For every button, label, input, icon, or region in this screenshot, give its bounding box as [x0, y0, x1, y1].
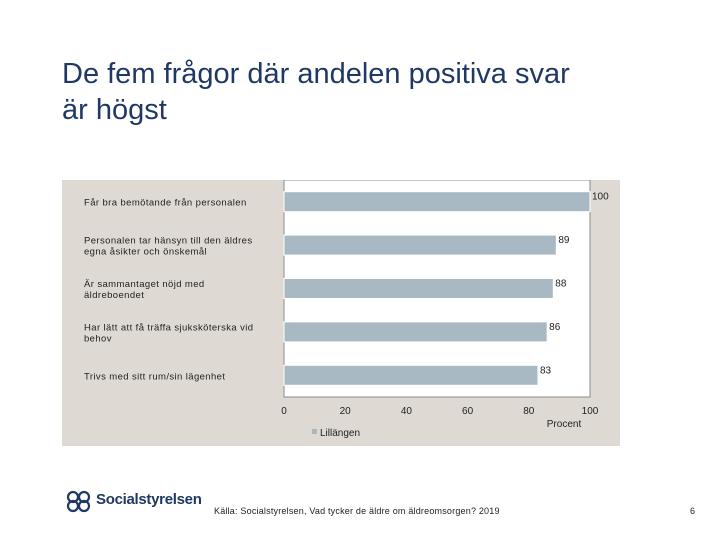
data-label-2: 89	[558, 235, 570, 246]
bar-5	[283, 364, 539, 386]
x-tick-label-2: 20	[340, 406, 352, 417]
bar-2	[283, 234, 557, 256]
page-number: 6	[690, 506, 696, 516]
legend-label: Lillängen	[320, 428, 360, 439]
data-label-5: 83	[540, 365, 552, 376]
bar-1	[283, 191, 591, 213]
logo-emblem-icon	[66, 490, 91, 513]
x-tick-label-3: 40	[401, 406, 413, 417]
socialstyrelsen-logo: Socialstyrelsen	[66, 488, 202, 514]
category-label-2-line-2: egna åsikter och önskemål	[84, 247, 207, 258]
x-tick-label-5: 80	[523, 406, 535, 417]
bar-chart: 100 Får bra bemötande från personalen 89 Pe…	[84, 180, 609, 439]
category-label-3-line-1: Är sammantaget nöjd med	[84, 279, 205, 290]
bar-4	[283, 321, 548, 343]
legend-swatch	[312, 429, 317, 434]
category-label-5-line-1: Trivs med sitt rum/sin lägenhet	[84, 371, 225, 382]
bar-3	[283, 278, 554, 299]
x-tick-label-4: 60	[462, 406, 474, 417]
slide-title: De fem frågor där andelen positiva svar …	[62, 56, 702, 128]
source-note: Källa: Socialstyrelsen, Vad tycker de äl…	[214, 506, 500, 516]
data-label-1: 100	[592, 192, 609, 203]
x-tick-label-6: 100	[582, 406, 599, 417]
slide-title-line-2: är högst	[62, 94, 167, 126]
x-axis-label: Procent	[547, 419, 582, 430]
category-label-1-line-1: Får bra bemötande från personalen	[84, 198, 247, 209]
category-label-4-line-2: behov	[84, 333, 112, 344]
x-tick-label-1: 0	[281, 406, 287, 417]
logo-text: Socialstyrelsen	[96, 491, 202, 508]
data-label-4: 86	[549, 322, 561, 333]
category-label-3-line-2: äldreboendet	[84, 290, 144, 301]
chart-panel: 100 Får bra bemötande från personalen 89 Pe…	[62, 180, 620, 446]
slide-title-line-1: De fem frågor där andelen positiva svar	[62, 58, 570, 90]
category-label-2-line-1: Personalen tar hänsyn till den äldres	[84, 236, 252, 247]
data-label-3: 88	[555, 279, 567, 290]
category-label-4-line-1: Har lätt att få träffa sjuksköterska vid	[84, 322, 253, 333]
